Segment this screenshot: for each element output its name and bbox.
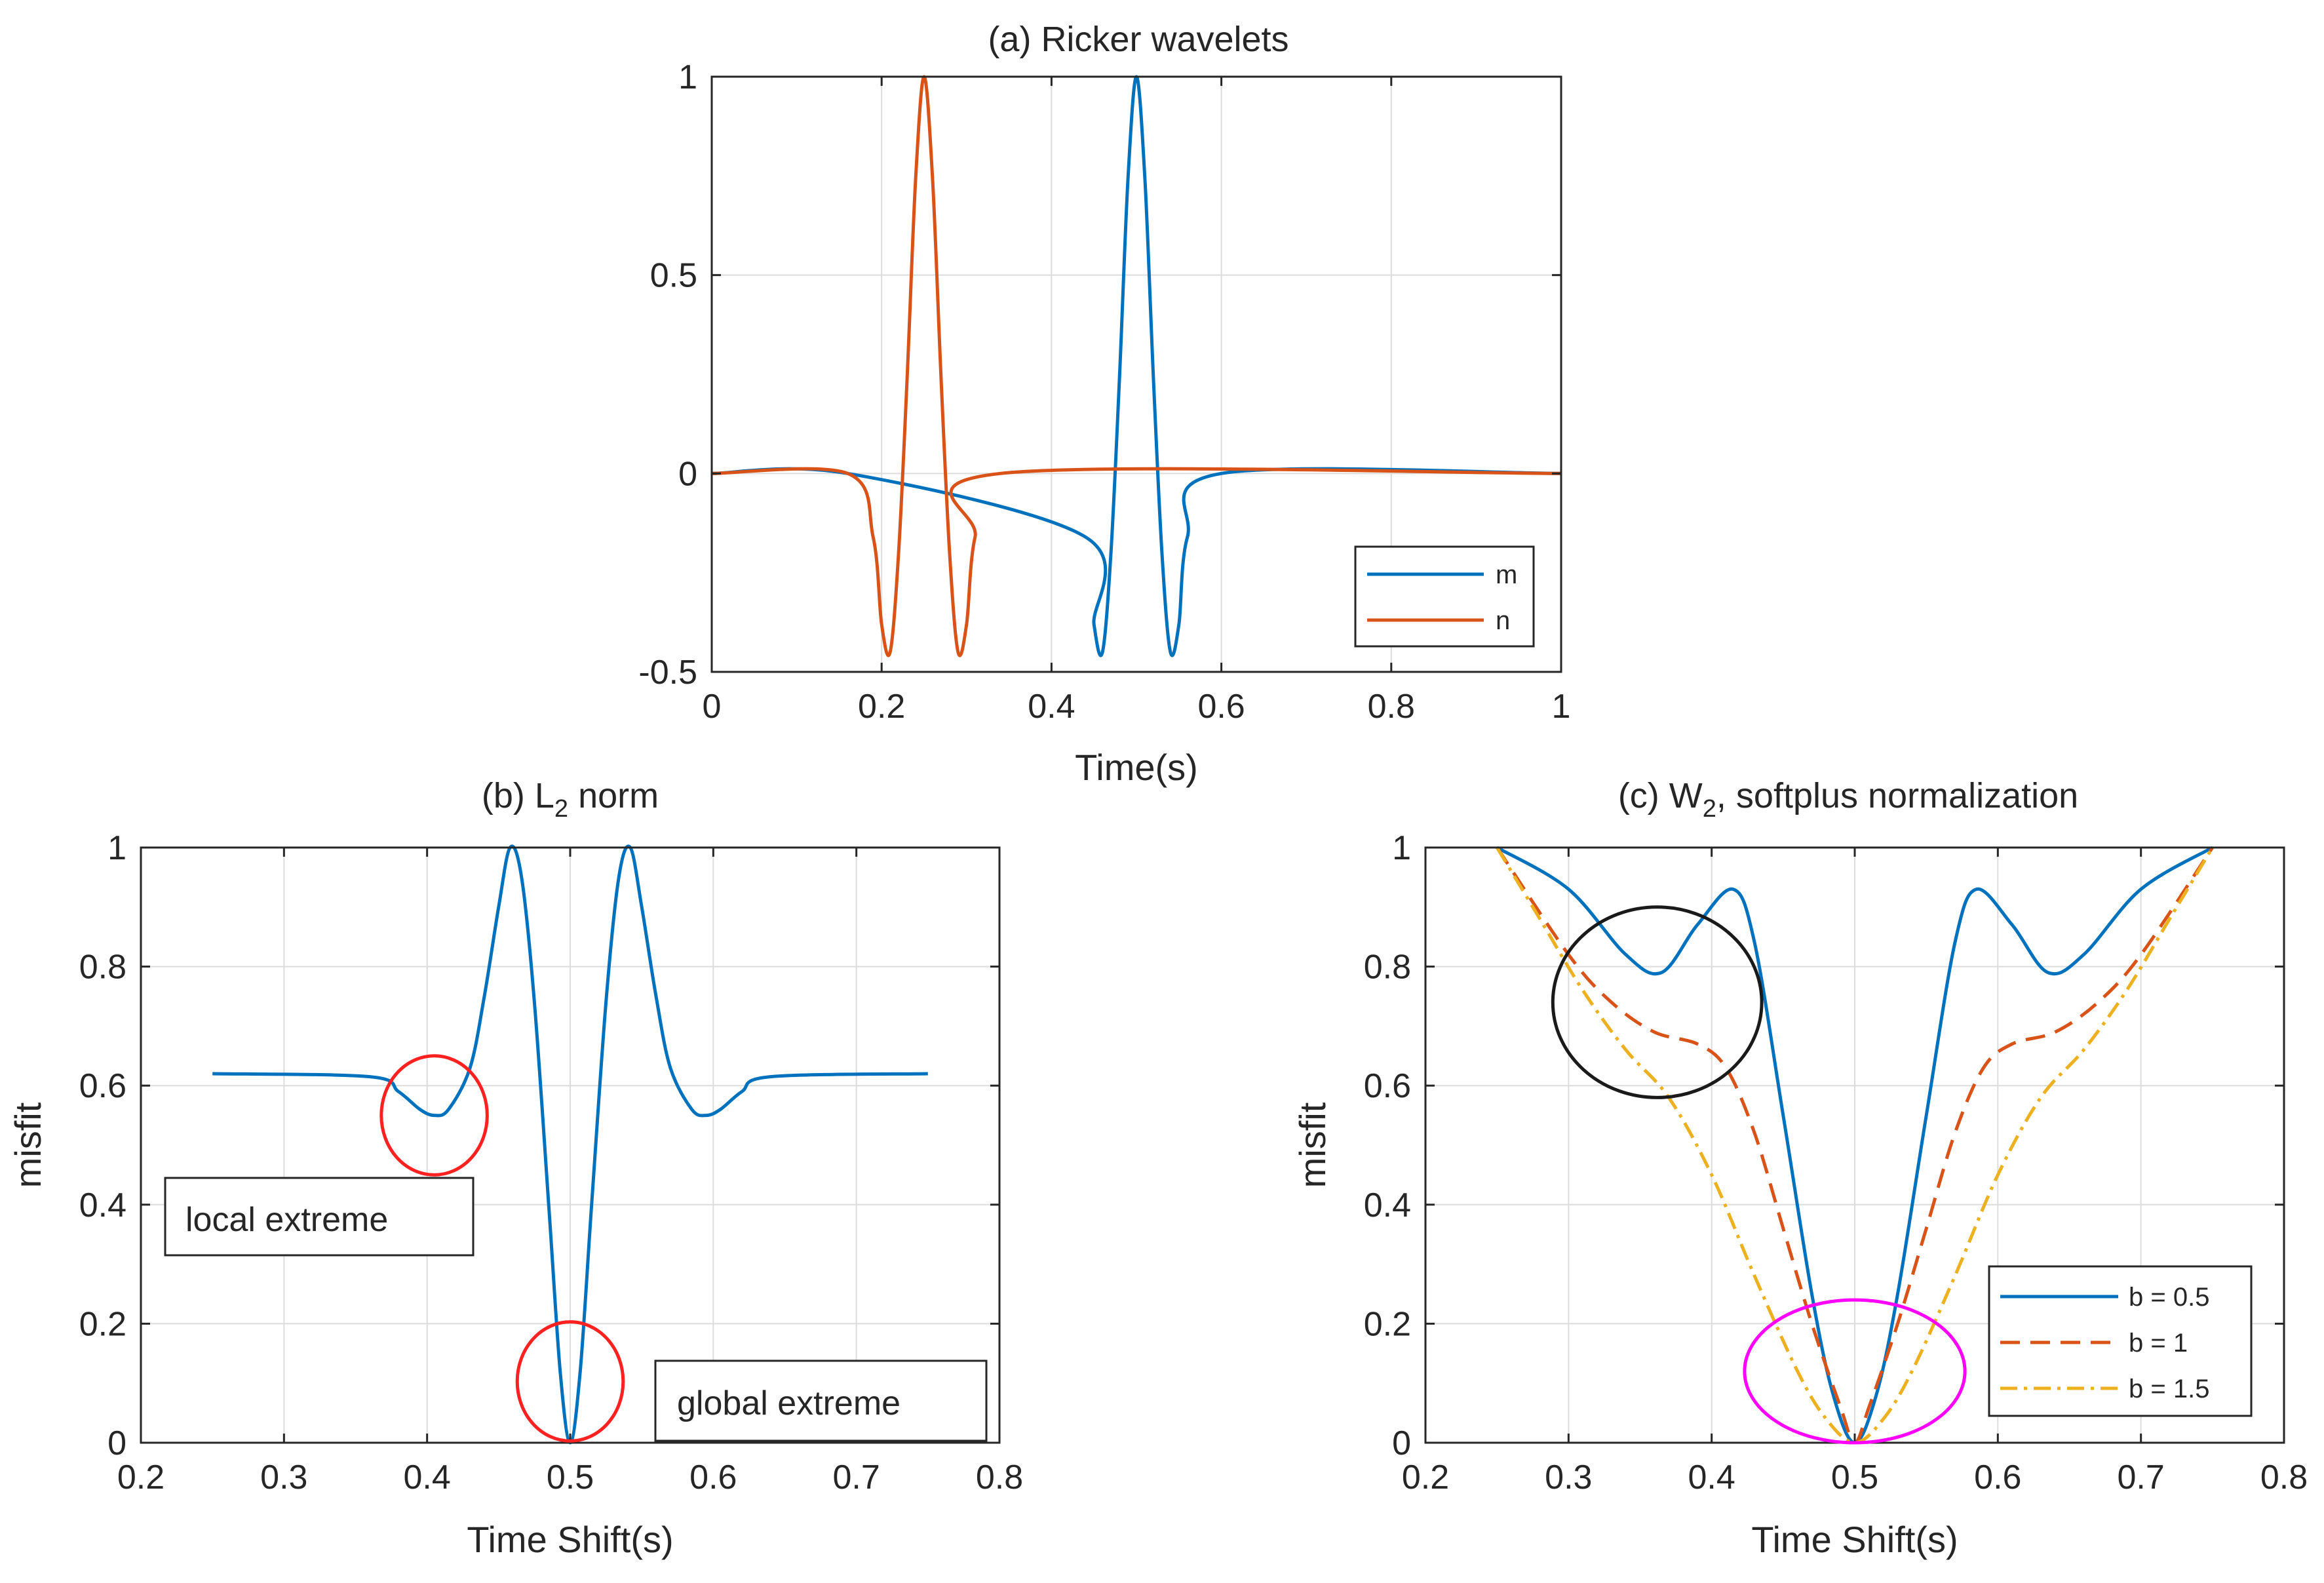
annotation-local-extreme: local extreme xyxy=(164,1177,474,1257)
panel-c-legend: b = 0.5 b = 1 b = 1.5 xyxy=(1988,1265,2253,1417)
legend-label-b1: b = 1 xyxy=(2129,1329,2188,1358)
panel-a-ticks: 0 0.2 0.4 0.6 0.8 1-0.500.51 xyxy=(638,58,1570,726)
panel-a-ricker-wavelets: (a) Ricker wavelets 0 0.2 0.4 0.6 0.8 1-0.500… xyxy=(638,20,1570,788)
x-tick-label: 0.6 xyxy=(1197,688,1245,726)
y-tick-label: 0.4 xyxy=(79,1186,126,1224)
x-tick-label: 0.4 xyxy=(1028,688,1075,726)
legend-label-b15: b = 1.5 xyxy=(2129,1375,2209,1403)
panel-c-title-sub: 2 xyxy=(1703,795,1716,823)
legend-label-n: n xyxy=(1496,606,1510,635)
x-tick-label: 0.5 xyxy=(547,1458,594,1496)
y-tick-label: 0.2 xyxy=(1364,1305,1411,1343)
y-tick-label: 0.8 xyxy=(79,948,126,987)
y-tick-label: 0 xyxy=(107,1424,126,1462)
panel-b-gridlines xyxy=(140,847,1000,1443)
panel-b-ylabel: misfit xyxy=(7,1102,48,1188)
panel-b-ticks: 0.2 0.3 0.4 0.5 0.6 0.7 0.800.20.40.60.81 xyxy=(79,829,1023,1496)
x-tick-label: 0.2 xyxy=(858,688,905,726)
x-tick-label: 0.6 xyxy=(1974,1458,2021,1496)
x-tick-label: 0.4 xyxy=(1688,1458,1735,1496)
y-tick-label: 1 xyxy=(1392,829,1411,867)
series-line-n xyxy=(711,75,1562,657)
legend-label-b05: b = 0.5 xyxy=(2129,1283,2209,1312)
annotation-local-extreme-box xyxy=(164,1177,474,1257)
legend-label-m: m xyxy=(1496,560,1517,589)
panel-c-ylabel: misfit xyxy=(1292,1102,1333,1188)
panel-c-annotations xyxy=(1551,905,1967,1445)
x-tick-label: 0.7 xyxy=(833,1458,880,1496)
y-tick-label: 0.5 xyxy=(650,257,697,295)
x-tick-label: 0.2 xyxy=(1402,1458,1449,1496)
panel-c-title-main: (c) W xyxy=(1618,776,1703,815)
y-tick-label: 0 xyxy=(1392,1424,1411,1462)
x-tick-label: 1 xyxy=(1552,688,1571,726)
series-line-b-1-5 xyxy=(1496,846,2214,1445)
x-tick-label: 0.6 xyxy=(689,1458,737,1496)
panel-b-annotations xyxy=(379,1054,625,1443)
y-tick-label: 1 xyxy=(107,829,126,867)
y-tick-label: 0.8 xyxy=(1364,948,1411,987)
y-tick-label: 0.6 xyxy=(79,1067,126,1105)
annotation-local-extreme-label: local extreme xyxy=(185,1201,388,1239)
x-tick-label: 0 xyxy=(703,688,722,726)
panel-b-xlabel: Time Shift(s) xyxy=(467,1519,673,1560)
y-tick-label: 0 xyxy=(678,455,697,493)
panel-c-legend-box xyxy=(1988,1265,2253,1417)
y-tick-label: 0.6 xyxy=(1364,1067,1411,1105)
y-tick-label: -0.5 xyxy=(638,654,697,692)
panel-b-title-main: (b) L xyxy=(482,776,554,815)
annotation-ellipse-magenta xyxy=(1743,1298,1967,1445)
y-tick-label: 1 xyxy=(678,58,697,96)
x-tick-label: 0.8 xyxy=(1368,688,1415,726)
panel-b-title: (b) L2 norm xyxy=(482,776,659,823)
x-tick-label: 0.7 xyxy=(2118,1458,2165,1496)
x-tick-label: 0.3 xyxy=(260,1458,307,1496)
x-tick-label: 0.3 xyxy=(1545,1458,1592,1496)
panel-c-xlabel: Time Shift(s) xyxy=(1751,1519,1958,1560)
annotation-ellipse-black xyxy=(1551,905,1764,1099)
panel-b-l2-norm: (b) L2 norm 0.2 0.3 0.4 0.5 0.6 0.7 0.800.20.4… xyxy=(7,776,1023,1560)
x-tick-label: 0.2 xyxy=(117,1458,165,1496)
annotation-global-extreme: global extreme xyxy=(654,1359,988,1442)
annotation-global-extreme-label: global extreme xyxy=(677,1384,901,1422)
y-tick-label: 0.4 xyxy=(1364,1186,1411,1224)
panel-a-xlabel: Time(s) xyxy=(1075,747,1198,788)
x-tick-label: 0.8 xyxy=(2260,1458,2308,1496)
panel-a-legend-box xyxy=(1354,545,1535,648)
panel-c-ticks: 0.2 0.3 0.4 0.5 0.6 0.7 0.800.20.40.60.81 xyxy=(1364,829,2308,1496)
x-tick-label: 0.5 xyxy=(1831,1458,1878,1496)
panel-c-title: (c) W2, softplus normalization xyxy=(1618,776,2078,823)
panel-b-title-rest: norm xyxy=(568,776,659,815)
panel-a-title: (a) Ricker wavelets xyxy=(988,20,1288,59)
panel-b-title-sub: 2 xyxy=(554,795,568,823)
x-tick-label: 0.4 xyxy=(404,1458,451,1496)
panel-a-axes-frame xyxy=(710,75,1562,673)
y-tick-label: 0.2 xyxy=(79,1305,126,1343)
annotation-global-extreme-box xyxy=(654,1359,988,1442)
panel-c-title-rest: , softplus normalization xyxy=(1716,776,2078,815)
annotation-ellipse-red xyxy=(515,1320,625,1443)
panel-c-w2-softplus: (c) W2, softplus normalization 0.2 0.3 0.4… xyxy=(1292,776,2308,1560)
x-tick-label: 0.8 xyxy=(976,1458,1023,1496)
annotation-ellipse-red xyxy=(379,1054,489,1177)
panel-a-legend: m n xyxy=(1354,545,1535,648)
